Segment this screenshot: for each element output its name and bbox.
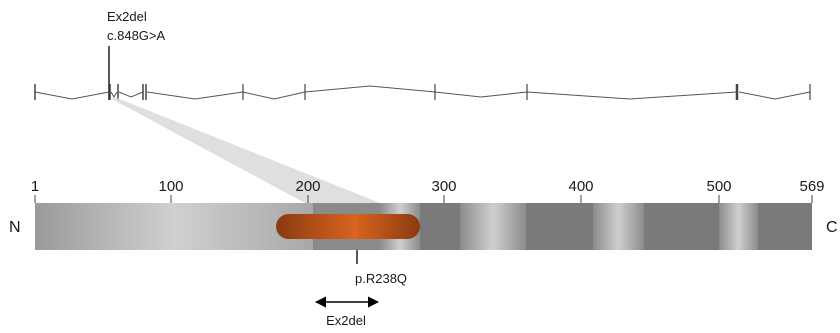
protein-axis: 1 100 200 300 400 500 569: [31, 178, 825, 195]
protein-segment: [35, 203, 313, 250]
protein-bar: [35, 203, 812, 250]
axis-ticks: [34, 195, 813, 203]
intron: [738, 91, 811, 100]
gene-mutation-label-c848: c.848G>A: [107, 28, 166, 43]
axis-tick-label: 200: [295, 178, 320, 195]
intron: [526, 91, 738, 100]
axis-tick-label: 500: [706, 178, 731, 195]
highlighted-domain: [276, 214, 420, 239]
axis-tick-label: 1: [31, 178, 39, 195]
point-mutation-label: p.R238Q: [355, 271, 407, 286]
protein-domain: [644, 203, 719, 250]
exons: [34, 84, 811, 100]
protein-domain: [758, 203, 812, 250]
c-terminus-label: C: [826, 219, 838, 236]
axis-tick-label: 400: [568, 178, 593, 195]
zoom-wedge: [110, 98, 380, 203]
n-terminus-label: N: [9, 219, 21, 236]
axis-tick-label: 569: [799, 178, 824, 195]
intron: [118, 91, 144, 98]
intron: [242, 91, 306, 100]
intron: [110, 91, 118, 98]
intron: [434, 91, 528, 98]
protein-domain: [526, 203, 593, 250]
protein-domain: [420, 203, 460, 250]
intron: [304, 85, 436, 93]
axis-tick-label: 100: [158, 178, 183, 195]
deletion-label: Ex2del: [326, 313, 366, 328]
axis-tick-label: 300: [431, 178, 456, 195]
protein-segment: [460, 203, 526, 250]
intron: [146, 91, 244, 100]
gene-mutation-label-ex2del: Ex2del: [107, 9, 147, 24]
protein-segment: [593, 203, 644, 250]
gene-structure: [34, 85, 811, 100]
intron: [34, 91, 110, 100]
protein-segment: [719, 203, 758, 250]
